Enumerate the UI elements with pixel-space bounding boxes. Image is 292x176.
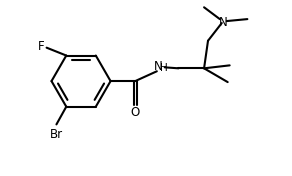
Text: O: O bbox=[131, 106, 140, 119]
Text: Br: Br bbox=[50, 128, 63, 141]
Text: N: N bbox=[153, 60, 162, 73]
Text: H: H bbox=[160, 63, 168, 73]
Text: F: F bbox=[37, 40, 44, 53]
Text: N: N bbox=[218, 15, 227, 29]
